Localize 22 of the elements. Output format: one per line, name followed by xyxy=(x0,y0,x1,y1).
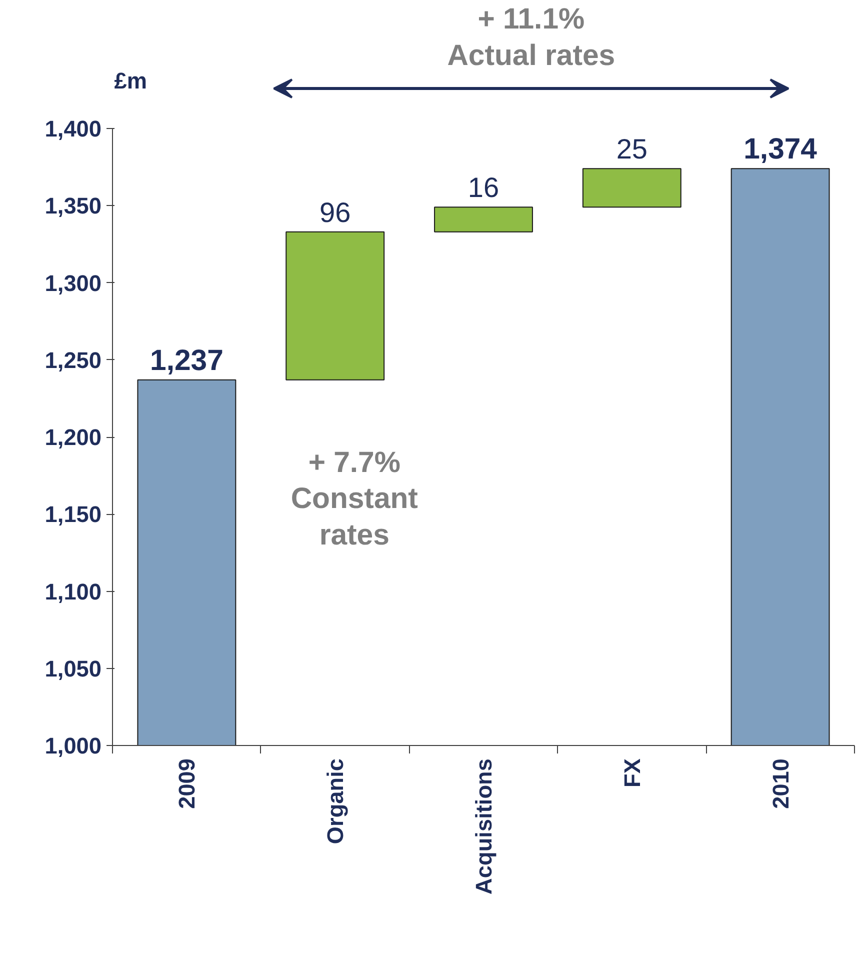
y-tick-label: 1,200 xyxy=(44,424,102,450)
x-tick-label: Organic xyxy=(322,758,348,844)
y-axis-title: £m xyxy=(114,68,147,94)
y-tick-label: 1,100 xyxy=(44,578,102,604)
annotation: + 7.7% Constant rates xyxy=(290,446,418,552)
text: + 11.1% Actual rates xyxy=(447,2,616,72)
y-tick-label: 1,250 xyxy=(44,346,102,373)
data-label: 1,237 xyxy=(150,344,224,377)
data-label: 25 xyxy=(616,134,648,165)
y-tick-label: 1,350 xyxy=(44,192,102,219)
y-tick-label: 1,000 xyxy=(44,732,102,758)
x-tick-label: FX xyxy=(618,758,645,788)
data-label: 96 xyxy=(320,196,351,228)
y-tick-label: 1,050 xyxy=(44,655,102,682)
data-label: 16 xyxy=(468,172,500,204)
x-tick-label: 2009 xyxy=(174,758,200,809)
x-tick-label: 2010 xyxy=(767,758,794,809)
y-tick-label: 1,400 xyxy=(44,116,102,142)
y-tick-label: 1,300 xyxy=(44,270,102,296)
x-tick-label: Acquisitions xyxy=(470,758,496,894)
y-tick-label: 1,150 xyxy=(44,501,102,528)
data-label: 1,374 xyxy=(744,132,818,166)
